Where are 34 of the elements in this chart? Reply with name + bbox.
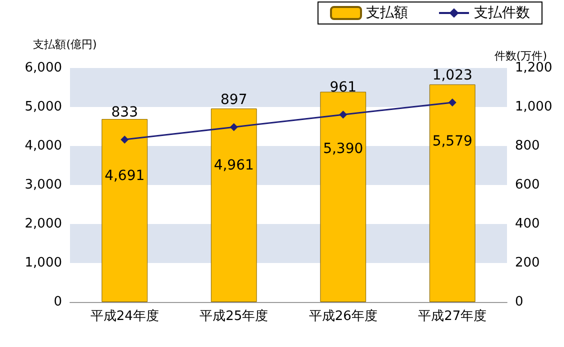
x-tick-label: 平成26年度 <box>308 308 378 324</box>
y2-tick-label: 600 <box>515 178 540 192</box>
y2-tick-label: 200 <box>515 256 540 270</box>
data-label: 4,691 <box>104 168 145 184</box>
y-tick-label: 5,000 <box>24 100 62 114</box>
y-tick-label: 1,000 <box>24 256 62 270</box>
data-label: 833 <box>111 104 138 121</box>
data-label: 1,023 <box>432 68 472 84</box>
data-label: 897 <box>220 92 248 108</box>
point <box>230 123 238 132</box>
y2-tick-label: 0 <box>515 294 524 310</box>
data-label: 961 <box>330 80 356 96</box>
data-label: 5,390 <box>323 140 364 157</box>
x-tick-label: 平成25年度 <box>200 308 268 324</box>
x-tick-label: 平成27年度 <box>418 308 487 324</box>
y-tick-label: 4,000 <box>24 138 62 154</box>
y-tick-label: 2,000 <box>24 216 62 232</box>
point <box>120 136 129 144</box>
y-tick-label: 3,000 <box>24 178 62 192</box>
point <box>448 98 456 107</box>
y2-tick-label: 800 <box>515 138 540 154</box>
x-tick-label: 平成24年度 <box>90 308 159 324</box>
data-label: 4,961 <box>214 158 254 174</box>
y2-tick-label: 1,200 <box>515 60 552 76</box>
y2-tick-label: 1,000 <box>515 100 552 114</box>
y2-axis-title: 件数(万件) <box>494 50 547 63</box>
legend-label: 支払件数 <box>474 5 530 21</box>
y-tick-label: 6,000 <box>24 60 62 76</box>
point <box>339 110 348 119</box>
legend-label: 支払額 <box>366 5 408 21</box>
y-tick-label: 0 <box>54 294 62 310</box>
data-label: 5,579 <box>432 133 472 150</box>
y2-tick-label: 400 <box>515 216 540 232</box>
y-axis-title: 支払額(億円) <box>33 38 97 51</box>
